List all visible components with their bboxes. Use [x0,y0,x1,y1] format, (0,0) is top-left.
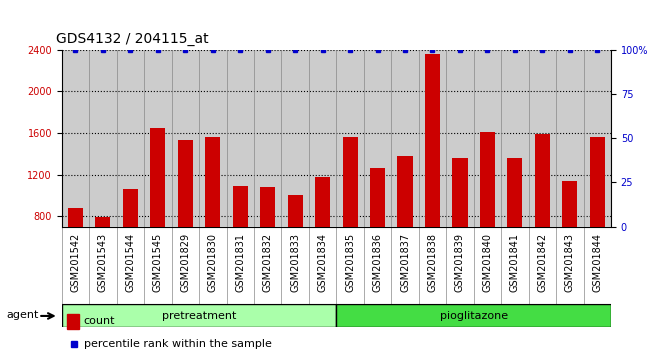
Text: GSM201837: GSM201837 [400,233,410,292]
Text: GSM201842: GSM201842 [538,233,547,292]
Text: GSM201832: GSM201832 [263,233,273,292]
Text: GSM201834: GSM201834 [318,233,328,292]
Text: GSM201545: GSM201545 [153,233,163,292]
Text: count: count [84,316,115,326]
Text: pioglitazone: pioglitazone [439,311,508,321]
Bar [150,128,165,299]
Text: GSM201839: GSM201839 [455,233,465,292]
Bar [343,137,358,299]
Bar [425,54,440,299]
Bar [288,195,303,299]
Text: agent: agent [6,310,38,320]
Text: GSM201830: GSM201830 [208,233,218,292]
Bar [398,156,413,299]
Bar [452,158,467,299]
Bar [590,137,605,299]
Bar [337,304,611,327]
Text: GSM201840: GSM201840 [482,233,493,292]
Text: GSM201544: GSM201544 [125,233,135,292]
Text: GSM201841: GSM201841 [510,233,520,292]
Text: percentile rank within the sample: percentile rank within the sample [84,339,272,349]
Text: GDS4132 / 204115_at: GDS4132 / 204115_at [57,32,209,46]
Text: GSM201831: GSM201831 [235,233,245,292]
Bar [96,217,111,299]
Text: GSM201829: GSM201829 [180,233,190,292]
Text: GSM201838: GSM201838 [428,233,437,292]
Text: GSM201843: GSM201843 [565,233,575,292]
Text: GSM201835: GSM201835 [345,233,355,292]
Bar [123,189,138,299]
Bar [480,132,495,299]
Bar [260,187,275,299]
Bar [233,186,248,299]
Bar [205,137,220,299]
Bar [67,314,79,329]
Bar [562,181,577,299]
Bar [508,158,523,299]
Text: GSM201543: GSM201543 [98,233,108,292]
Bar [178,140,193,299]
Bar [62,304,337,327]
Bar [315,177,330,299]
Bar [68,208,83,299]
Text: GSM201836: GSM201836 [372,233,383,292]
Text: GSM201542: GSM201542 [70,233,81,292]
Bar [535,134,550,299]
Text: GSM201844: GSM201844 [592,233,603,292]
Text: GSM201833: GSM201833 [290,233,300,292]
Text: pretreatment: pretreatment [162,311,236,321]
Bar [370,168,385,299]
